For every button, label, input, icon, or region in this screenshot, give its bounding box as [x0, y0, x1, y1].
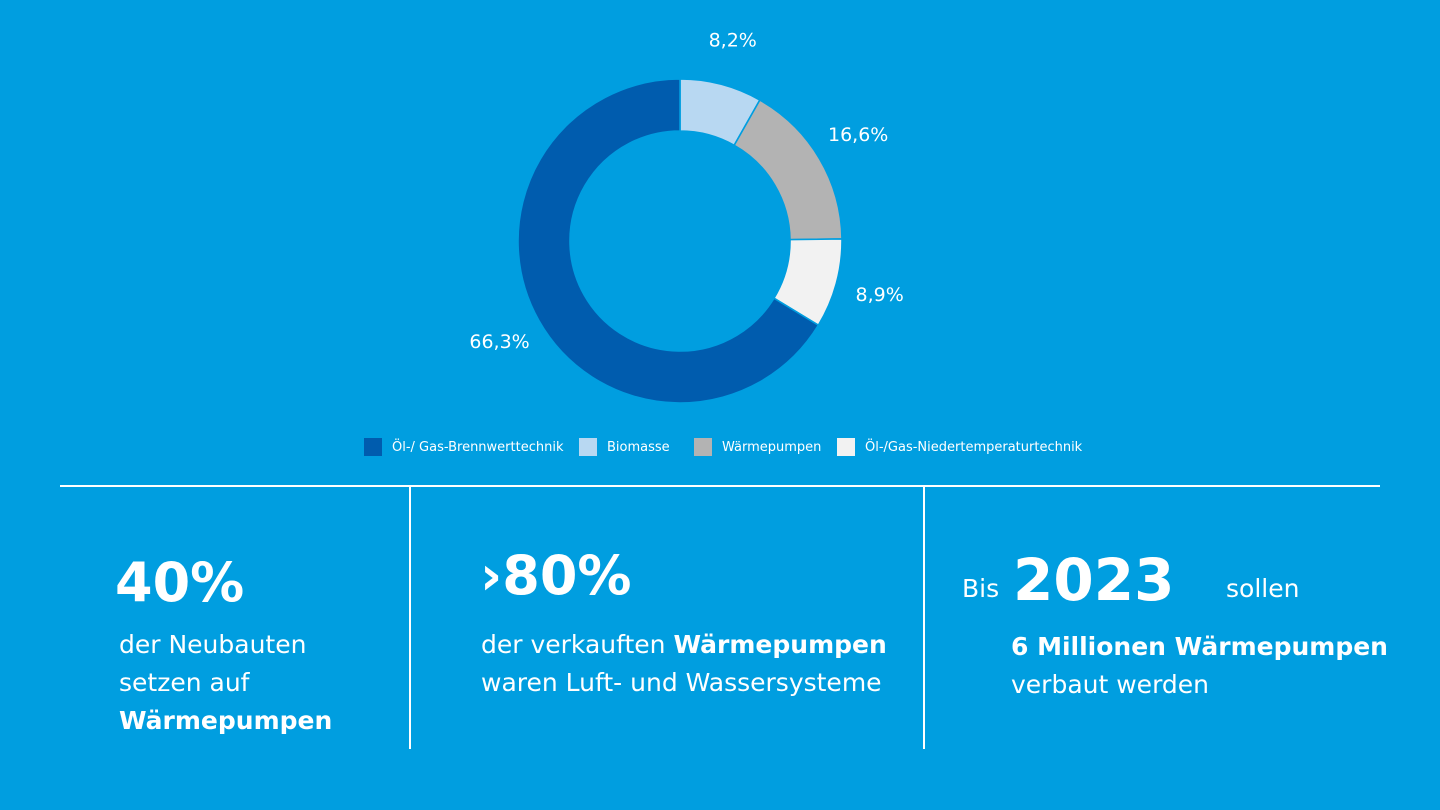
- legend-label: Wärmepumpen: [722, 439, 822, 455]
- legend-label: Biomasse: [607, 439, 670, 455]
- donut-slice-label-2: 8,9%: [856, 284, 904, 306]
- legend-item-niedertemperaturtechnik: Öl-/Gas-Niedertemperaturtechnik: [837, 436, 1082, 458]
- vertical-divider-1: [409, 487, 411, 749]
- donut-slice-label-1: 16,6%: [828, 124, 888, 146]
- stat-3-line-2: verbaut werden: [1011, 670, 1209, 699]
- stat-3-post: sollen: [1226, 574, 1300, 603]
- donut-slice-label-3: 66,3%: [469, 331, 529, 353]
- legend-swatch-niedertemperaturtechnik: [837, 438, 855, 456]
- legend-label: Öl-/ Gas-Brennwerttechnik: [392, 439, 564, 455]
- stat-3-pre: Bis: [962, 574, 1000, 603]
- stat-2-text: der verkauften Wärmepumpen waren Luft- u…: [481, 626, 887, 702]
- stat-3-line-1: 6 Millionen Wärmepumpen: [1011, 632, 1388, 661]
- horizontal-divider: [60, 485, 1380, 487]
- stat-2-value: ›80%: [480, 544, 632, 607]
- vertical-divider-2: [923, 487, 925, 749]
- stat-2-line-2: waren Luft- und Wassersysteme: [481, 668, 882, 697]
- legend-swatch-waermepumpen: [694, 438, 712, 456]
- donut-slice-1: [733, 98, 843, 241]
- stat-3-value: 2023: [1013, 546, 1175, 614]
- legend-swatch-brennwerttechnik: [364, 438, 382, 456]
- stat-1-text: der Neubauten setzen auf Wärmepumpen: [119, 626, 332, 740]
- chart-legend: Öl-/ Gas-Brennwerttechnik Biomasse Wärme…: [0, 436, 1440, 458]
- donut-slice-label-0: 8,2%: [709, 29, 757, 51]
- legend-item-waermepumpen: Wärmepumpen: [694, 436, 821, 458]
- donut-slice-3: [517, 78, 820, 404]
- stat-1-value: 40%: [115, 551, 245, 614]
- legend-swatch-biomasse: [579, 438, 597, 456]
- legend-item-brennwerttechnik: Öl-/ Gas-Brennwerttechnik: [364, 436, 563, 458]
- stat-1-line-3: Wärmepumpen: [119, 706, 333, 735]
- stat-2-line-1-strong: Wärmepumpen: [673, 630, 887, 659]
- legend-label: Öl-/Gas-Niedertemperaturtechnik: [865, 439, 1083, 455]
- donut-chart: 8,2% 16,6% 8,9% 66,3%: [469, 29, 904, 404]
- stat-1-line-1: der Neubauten: [119, 630, 307, 659]
- stat-2-line-1-prefix: der verkauften: [481, 630, 666, 659]
- stat-3-text: 6 Millionen Wärmepumpen verbaut werden: [1011, 628, 1388, 704]
- legend-item-biomasse: Biomasse: [579, 436, 670, 458]
- stat-1-line-2: setzen auf: [119, 668, 250, 697]
- stat-2-line-1: der verkauften Wärmepumpen: [481, 626, 887, 664]
